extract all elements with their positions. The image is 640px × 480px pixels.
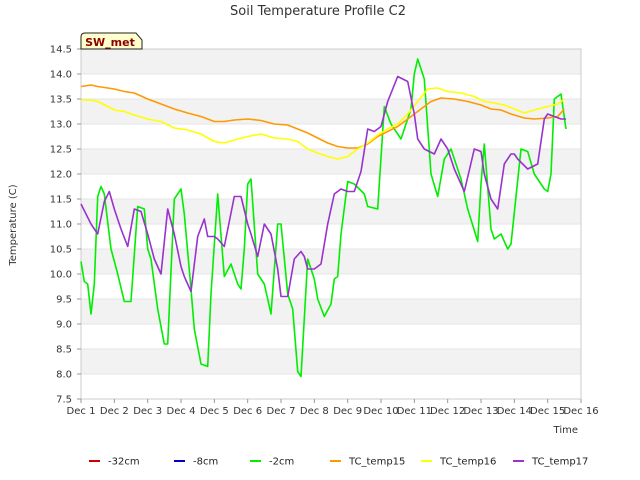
y-tick-label: 13.0: [50, 120, 72, 131]
background-band: [81, 249, 581, 274]
legend-item: TC_temp17: [513, 457, 588, 468]
sw-met-badge: SW_met: [80, 32, 143, 50]
badge-tag-icon: [80, 32, 143, 50]
x-tick-label: Dec 6: [233, 406, 262, 417]
y-tick-label: 8.0: [56, 370, 72, 381]
y-tick-label: 10.5: [50, 245, 72, 256]
background-band: [81, 149, 581, 174]
legend: -32cm -8cm -2cm TC_temp15 TC_temp16 TC_temp17: [89, 457, 588, 468]
series-line-tc-temp17: [80, 75, 566, 298]
x-tick-label: Dec 14: [497, 406, 532, 417]
background-band: [81, 49, 581, 74]
x-tick-label: Dec 2: [100, 406, 129, 417]
y-tick-label: 7.5: [56, 395, 72, 406]
x-tick-label: Dec 12: [430, 406, 465, 417]
legend-item: TC_temp16: [421, 457, 496, 468]
badge-label: SW_met: [85, 36, 135, 49]
x-tick-label: Dec 3: [133, 406, 162, 417]
y-tick-label: 9.0: [56, 320, 72, 331]
background-band: [81, 349, 581, 374]
y-tick-label: 12.0: [50, 170, 72, 181]
chart-title: Soil Temperature Profile C2: [230, 4, 406, 19]
x-tick-label: Dec 8: [300, 406, 329, 417]
x-tick-label: Dec 7: [267, 406, 296, 417]
series-line-tc-temp16: [81, 87, 565, 160]
y-tick-label: 11.5: [50, 195, 72, 206]
legend-label: TC_temp15: [348, 457, 405, 468]
legend-item: TC_temp15: [330, 457, 405, 468]
x-tick-label: Dec 4: [167, 406, 196, 417]
x-tick-label: Dec 16: [563, 406, 598, 417]
x-tick-label: Dec 1: [67, 406, 96, 417]
legend-item: -32cm: [89, 457, 140, 468]
x-tick-label: Dec 9: [333, 406, 362, 417]
x-axis-ticks: Dec 1 Dec 2 Dec 3 Dec 4 Dec 5 Dec 6 Dec 7 Dec 8…: [67, 399, 599, 417]
series-line-tc-temp15: [80, 84, 565, 149]
x-tick-label: Dec 11: [397, 406, 432, 417]
y-tick-label: 11.0: [50, 220, 72, 231]
y-tick-label: 14.5: [50, 45, 72, 56]
y-tick-label: 12.5: [50, 145, 72, 156]
legend-label: -8cm: [193, 457, 218, 468]
legend-label: TC_temp16: [439, 457, 496, 468]
y-tick-label: 10.0: [50, 270, 72, 281]
y-tick-label: 13.5: [50, 95, 72, 106]
legend-label: -32cm: [108, 457, 140, 468]
legend-item: -8cm: [174, 457, 218, 468]
x-tick-label: Dec 13: [463, 406, 498, 417]
y-axis-ticks: 7.5 8.0 8.5 9.0 9.5 10.0 10.5 11.0 11.5 12.0 12.5 1…: [50, 45, 81, 406]
x-tick-label: Dec 5: [200, 406, 229, 417]
x-tick-label: Dec 15: [530, 406, 565, 417]
legend-label: -2cm: [269, 457, 294, 468]
series-lines: [80, 58, 567, 378]
y-tick-label: 9.5: [56, 295, 72, 306]
y-tick-label: 14.0: [50, 70, 72, 81]
y-tick-label: 8.5: [56, 345, 72, 356]
x-tick-label: Dec 10: [363, 406, 398, 417]
x-axis-title: Time: [553, 425, 578, 436]
y-axis-title: Temperature (C): [8, 184, 19, 266]
legend-label: TC_temp17: [531, 457, 588, 468]
legend-item: -2cm: [250, 457, 294, 468]
